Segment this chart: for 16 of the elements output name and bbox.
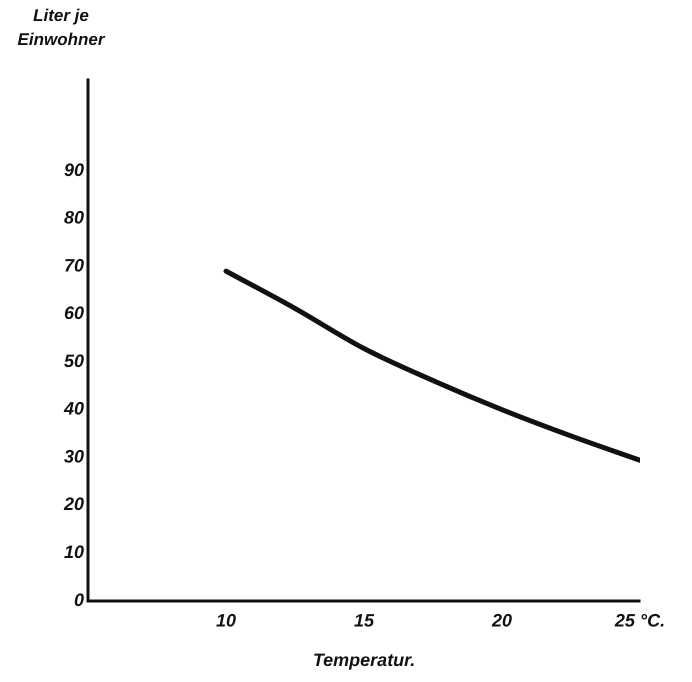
y-tick-label: 50	[64, 350, 84, 371]
y-tick-label: 70	[64, 255, 84, 276]
y-tick-label: 80	[64, 208, 84, 228]
y-tick-label: 30	[64, 446, 84, 466]
y-tick-label: 40	[62, 398, 84, 419]
x-tick-label: 15	[354, 610, 376, 631]
y-tick-label: 90	[64, 160, 84, 180]
y-tick-label: 60	[64, 303, 84, 324]
x-tick-label: 10	[216, 610, 236, 631]
y-tick-label: 20	[62, 494, 84, 514]
x-tick-label: 20	[490, 610, 512, 631]
y-axis-title: Liter je Einwohner	[16, 5, 106, 51]
x-tick-label: 25 °C.	[614, 610, 666, 631]
y-tick-label: 10	[64, 542, 84, 562]
y-tick-label: 0	[74, 590, 84, 610]
x-axis-title: Temperatur.	[312, 650, 416, 670]
